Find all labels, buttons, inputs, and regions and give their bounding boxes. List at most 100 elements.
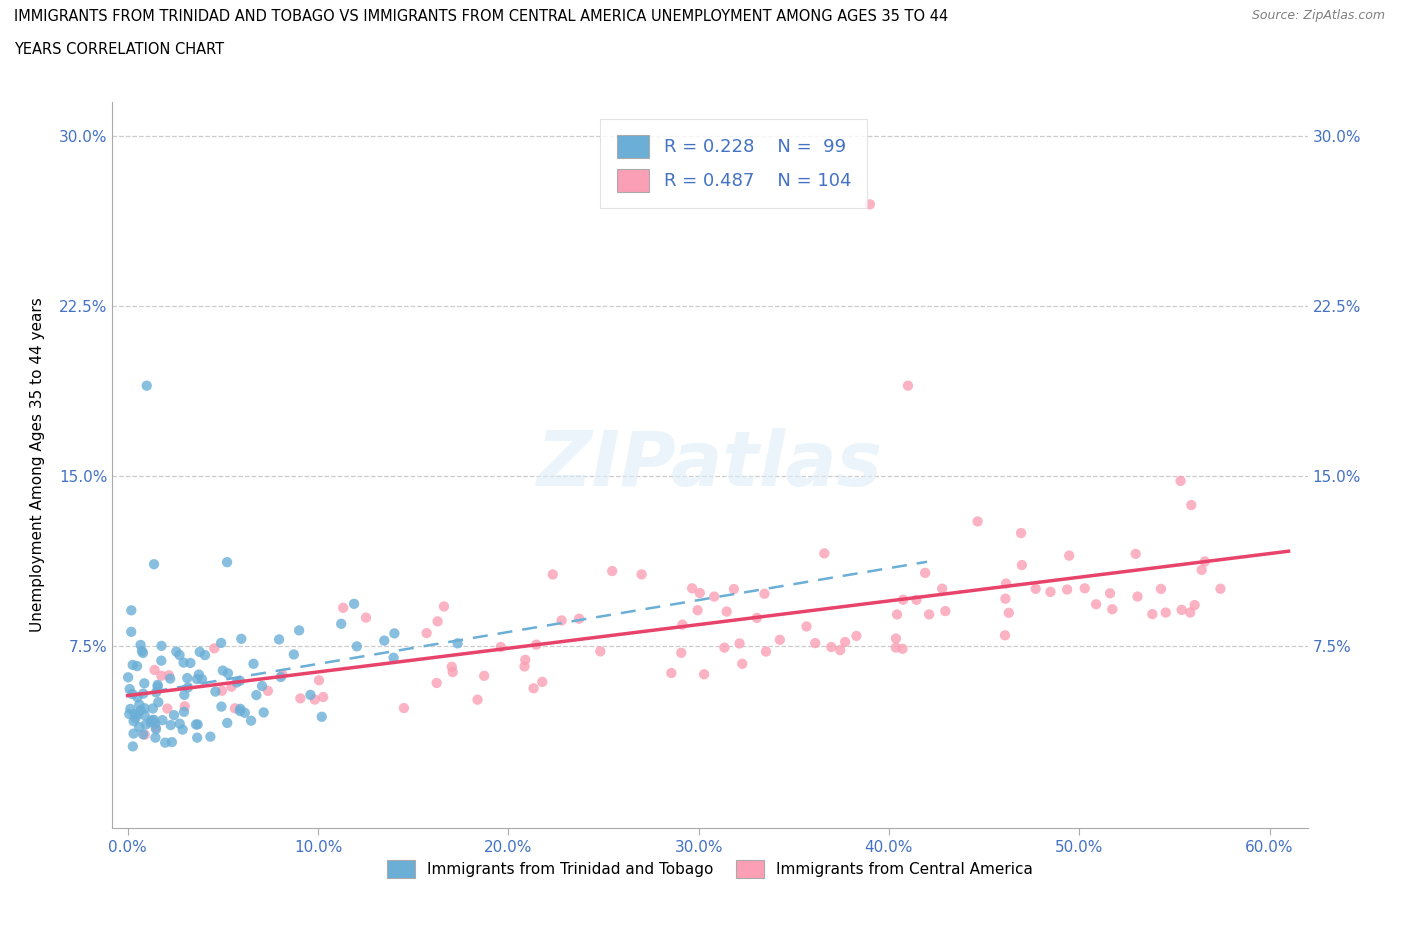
Point [834, 634, 856, 649]
Point [127, 690, 149, 705]
Point [723, 581, 745, 596]
Point [630, 567, 652, 582]
Text: YEARS CORRELATION CHART: YEARS CORRELATION CHART [14, 42, 224, 57]
Point [891, 642, 914, 657]
Point [229, 701, 252, 716]
Point [129, 637, 152, 652]
Point [128, 698, 150, 712]
Point [143, 557, 166, 572]
Point [124, 711, 146, 725]
Point [392, 700, 415, 715]
Point [163, 708, 186, 723]
Point [129, 703, 152, 718]
Point [998, 605, 1021, 620]
Point [541, 567, 564, 582]
Point [150, 669, 173, 684]
Point [184, 717, 207, 732]
Point [966, 514, 988, 529]
Point [131, 644, 153, 658]
Point [179, 656, 201, 671]
Point [121, 739, 143, 754]
Point [134, 676, 156, 691]
Point [440, 659, 463, 674]
Point [124, 707, 146, 722]
Point [143, 730, 166, 745]
Point [173, 687, 195, 702]
Point [135, 717, 157, 732]
Point [187, 667, 209, 682]
Point [165, 644, 187, 659]
Point [415, 626, 437, 641]
Point [433, 599, 456, 614]
Point [134, 727, 156, 742]
Point [157, 668, 180, 683]
Point [550, 613, 572, 628]
Point [134, 701, 156, 716]
Point [142, 712, 165, 727]
Point [267, 632, 290, 647]
Point [186, 671, 208, 686]
Point [156, 701, 179, 716]
Point [813, 546, 835, 561]
Point [446, 636, 468, 651]
Point [311, 710, 333, 724]
Point [160, 735, 183, 750]
Point [1184, 598, 1206, 613]
Point [169, 716, 191, 731]
Point [121, 686, 143, 701]
Point [804, 636, 827, 651]
Point [1125, 547, 1147, 562]
Point [1101, 602, 1123, 617]
Point [1039, 584, 1062, 599]
Point [118, 707, 141, 722]
Point [159, 671, 181, 686]
Point [135, 379, 157, 393]
Point [150, 638, 173, 653]
Point [187, 717, 209, 732]
Point [145, 684, 167, 699]
Point [384, 626, 406, 641]
Point [127, 707, 149, 722]
Point [176, 671, 198, 685]
Point [755, 644, 778, 659]
Point [713, 640, 735, 655]
Point [211, 684, 233, 698]
Point [441, 665, 464, 680]
Point [209, 635, 232, 650]
Point [209, 699, 232, 714]
Point [1056, 582, 1078, 597]
Point [139, 715, 162, 730]
Point [1150, 581, 1173, 596]
Point [128, 720, 150, 735]
Text: ZIPat​las: ZIPat​las [537, 428, 883, 502]
Point [671, 645, 693, 660]
Point [1025, 581, 1047, 596]
Point [681, 581, 703, 596]
Point [1209, 581, 1232, 596]
Point [382, 650, 405, 665]
Point [1074, 581, 1097, 596]
Point [204, 684, 226, 699]
Point [905, 592, 928, 607]
Point [221, 679, 243, 694]
Point [600, 564, 623, 578]
Point [132, 727, 155, 742]
Point [671, 618, 693, 632]
Point [472, 669, 495, 684]
Point [467, 692, 489, 707]
Point [153, 736, 176, 751]
Point [120, 624, 142, 639]
Point [288, 623, 311, 638]
Point [240, 713, 263, 728]
Point [169, 647, 191, 662]
Point [373, 633, 395, 648]
Point [186, 730, 208, 745]
Point [250, 679, 273, 694]
Point [145, 722, 167, 737]
Point [426, 614, 449, 629]
Legend: Immigrants from Trinidad and Tobago, Immigrants from Central America: Immigrants from Trinidad and Tobago, Imm… [380, 853, 1040, 885]
Point [1180, 498, 1202, 512]
Point [859, 197, 882, 212]
Point [270, 670, 292, 684]
Point [253, 705, 276, 720]
